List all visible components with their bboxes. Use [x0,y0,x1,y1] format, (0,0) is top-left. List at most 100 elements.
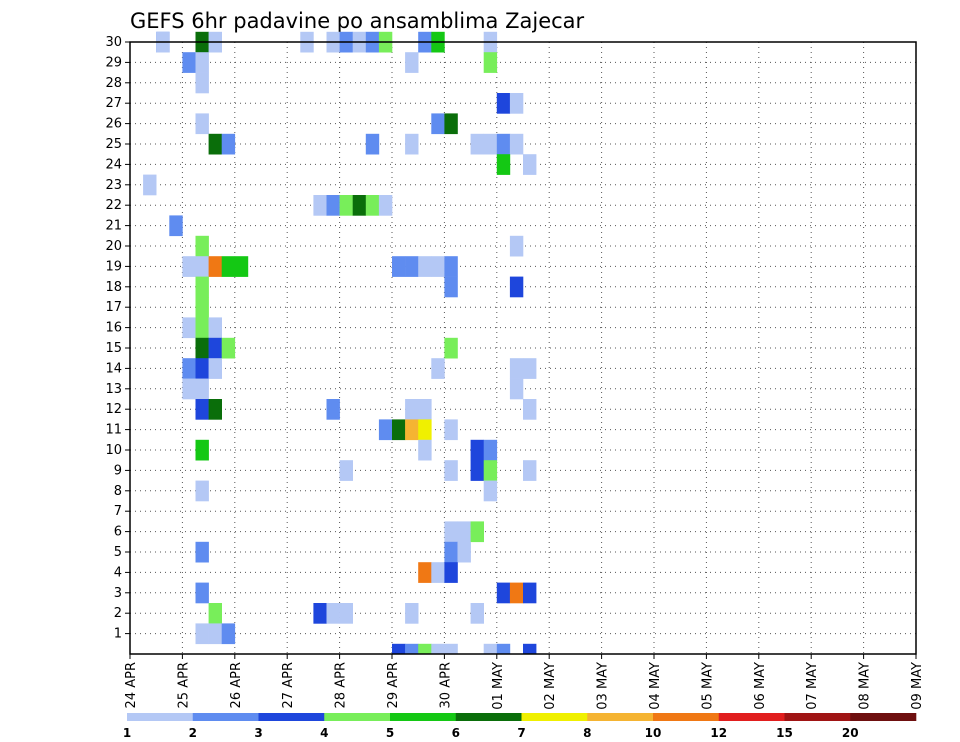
heatmap-cell [234,256,249,277]
y-tick-label: 13 [105,382,122,397]
heatmap-cell [509,133,524,155]
heatmap-cell [208,256,222,277]
heatmap-cell [523,643,537,654]
colorbar: 1 2 3 4 5 6 7 8 10 12 15 20 [123,713,917,740]
y-tick-label: 5 [114,545,122,560]
colorbar-tick-label: 10 [645,726,662,740]
heatmap-cell [523,399,537,420]
heatmap-cell [221,337,236,359]
colorbar-swatch [192,713,259,721]
heatmap-cell [509,235,524,257]
heatmap-cell [326,195,340,216]
heatmap-cell [444,521,458,543]
heatmap-cell [195,439,209,461]
heatmap-cell [208,623,222,645]
x-tick-label: 03 MAY [596,662,611,710]
y-tick-label: 30 [105,35,122,50]
heatmap-cell [195,623,209,645]
heatmap-cell [457,541,471,563]
heatmap-cell [182,256,196,277]
heatmap-cell [470,439,484,461]
heatmap-cell [392,419,406,441]
colorbar-tick-label: 8 [583,726,591,740]
heatmap-cell [195,235,209,257]
heatmap-cell [365,195,380,216]
heatmap-cell [208,399,222,420]
heatmap-cell [208,133,222,155]
heatmap-cell [496,643,511,654]
heatmap-cell [523,582,537,604]
heatmap-cell [313,603,327,624]
heatmap-cell [195,317,209,339]
heatmap-cell [182,378,196,400]
heatmap-cell [470,133,484,155]
heatmap-cell [470,521,484,543]
heatmap-cell [405,603,419,624]
colorbar-tick-label: 1 [123,726,131,740]
x-tick-label: 01 MAY [491,662,506,710]
y-axis-ticks: 1234567891011121314151617181920212223242… [105,35,130,642]
y-tick-label: 18 [105,280,122,295]
x-tick-label: 29 APR [386,662,401,708]
colorbar-swatch [784,713,851,721]
heatmap-cell [392,256,406,277]
heatmap-cell [405,133,419,155]
y-tick-label: 17 [105,300,122,315]
heatmap-cell [444,276,458,298]
y-tick-label: 16 [105,321,122,336]
colorbar-tick-label: 3 [254,726,262,740]
heatmap-cell [496,154,511,175]
y-tick-label: 10 [105,443,122,458]
heatmap-cell [195,113,209,135]
heatmap-cell [418,399,432,420]
heatmap-cell [483,460,498,481]
heatmap-cell [418,643,432,654]
y-tick-label: 4 [114,565,122,580]
y-tick-label: 26 [105,117,122,132]
x-axis-ticks: 24 APR 25 APR 26 APR 27 APR 28 APR 29 APR 30 A… [124,654,925,710]
y-tick-label: 28 [105,76,122,91]
x-tick-label: 26 APR [229,662,244,708]
heatmap-cell [509,358,524,379]
x-tick-label: 25 APR [176,662,191,708]
heatmap-cell [208,603,222,624]
heatmap-cell [444,541,458,563]
heatmap-cell [208,317,222,339]
heatmap-cell [483,133,498,155]
heatmap-cell [339,460,353,481]
y-tick-label: 23 [105,178,122,193]
x-tick-label: 06 MAY [753,662,768,710]
y-tick-label: 15 [105,341,122,356]
heatmap-cell [509,276,524,298]
x-tick-label: 08 MAY [858,662,873,710]
colorbar-swatch [390,713,457,721]
heatmap-cell [457,521,471,543]
heatmap-cell [523,460,537,481]
heatmap-cell [418,256,432,277]
heatmap-cell [470,460,484,481]
heatmap-cell [418,419,432,441]
heatmap-cell [195,52,209,73]
heatmap-cell [143,174,157,196]
heatmap-cell [431,643,445,654]
y-tick-label: 3 [114,586,122,601]
colorbar-swatch [258,713,325,721]
heatmap-cell [431,113,445,135]
x-tick-label: 27 APR [281,662,296,708]
y-tick-label: 20 [105,239,122,254]
y-tick-label: 8 [114,484,122,499]
heatmap-cell [496,582,511,604]
heatmap-cell [195,72,209,94]
heatmap-cell [326,399,340,420]
heatmap-cell [221,623,236,645]
chart-title: GEFS 6hr padavine po ansamblima Zajecar [130,9,585,33]
heatmap-cell [182,317,196,339]
heatmap-cell [365,133,380,155]
heatmap-cell [483,52,498,73]
heatmap-cell [195,358,209,379]
colorbar-swatch [718,713,785,721]
heatmap-cell [444,113,458,135]
y-tick-label: 7 [114,504,122,519]
colorbar-tick-label: 5 [386,726,394,740]
colorbar-tick-label: 6 [452,726,460,740]
